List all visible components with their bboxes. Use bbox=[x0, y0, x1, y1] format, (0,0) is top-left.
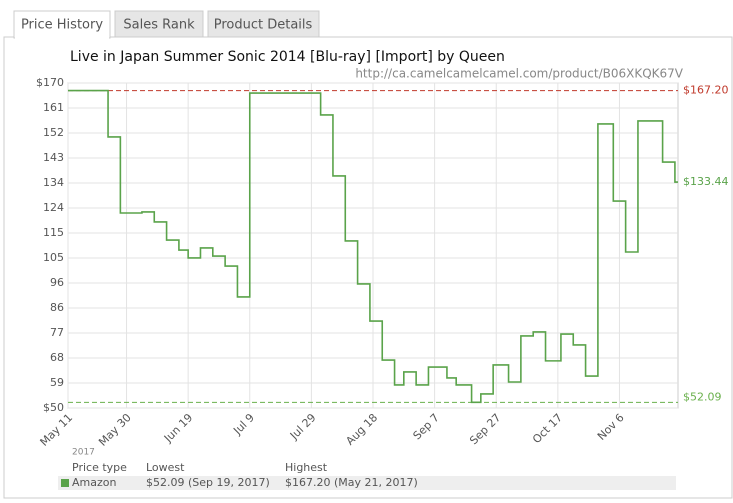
y-tick-label: $50 bbox=[43, 401, 64, 414]
y-tick-label: 143 bbox=[43, 151, 64, 164]
y-tick-label: 68 bbox=[50, 351, 64, 364]
panel bbox=[3, 36, 733, 499]
table-header: Price type bbox=[72, 461, 127, 474]
tab-label[interactable]: Price History bbox=[21, 18, 103, 33]
table-row bbox=[58, 476, 676, 490]
reference-label: $133.44 bbox=[683, 175, 729, 188]
y-tick-label: 86 bbox=[50, 301, 64, 314]
x-year: 2017 bbox=[72, 448, 95, 458]
y-tick-label: 96 bbox=[50, 276, 64, 289]
y-tick-label: 134 bbox=[43, 176, 64, 189]
chart-url: http://ca.camelcamelcamel.com/product/B0… bbox=[355, 67, 683, 81]
y-tick-label: 124 bbox=[43, 201, 64, 214]
reference-label: $167.20 bbox=[683, 84, 729, 97]
y-tick-label: 115 bbox=[43, 226, 64, 239]
tab-label[interactable]: Product Details bbox=[214, 18, 313, 33]
price-line bbox=[68, 89, 678, 404]
table-cell: $52.09 (Sep 19, 2017) bbox=[146, 476, 270, 489]
y-tick-label: 105 bbox=[43, 251, 64, 264]
tab[interactable] bbox=[207, 10, 320, 38]
chart-title: Live in Japan Summer Sonic 2014 [Blu-ray… bbox=[70, 49, 505, 65]
table-cell: $167.20 (May 21, 2017) bbox=[285, 476, 418, 489]
y-tick-label: $170 bbox=[36, 76, 64, 89]
table-header: Lowest bbox=[146, 461, 185, 474]
y-tick-label: 77 bbox=[50, 326, 64, 339]
legend-swatch bbox=[61, 479, 69, 487]
table-cell: Amazon bbox=[72, 476, 116, 489]
table-header: Highest bbox=[285, 461, 328, 474]
tab-active[interactable] bbox=[13, 10, 111, 39]
y-tick-label: 161 bbox=[43, 101, 64, 114]
y-tick-label: 152 bbox=[43, 126, 64, 139]
y-tick-label: 59 bbox=[50, 376, 64, 389]
reference-label: $52.09 bbox=[683, 390, 722, 403]
tab[interactable] bbox=[114, 10, 204, 38]
tab-label[interactable]: Sales Rank bbox=[123, 18, 195, 33]
tab-join bbox=[15, 36, 109, 40]
